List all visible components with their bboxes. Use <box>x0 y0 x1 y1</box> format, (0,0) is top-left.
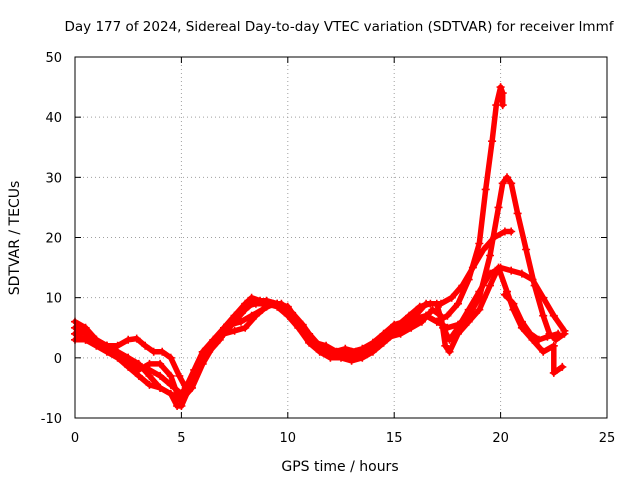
x-tick-label: 25 <box>599 431 616 446</box>
y-tick-label: 10 <box>45 292 62 307</box>
x-tick-label: 5 <box>177 431 185 446</box>
y-tick-label: 50 <box>45 51 62 66</box>
x-axis-title: GPS time / hours <box>281 459 398 475</box>
axis-ticks <box>74 56 608 419</box>
grid-lines <box>75 57 607 418</box>
x-tick-label: 15 <box>386 431 403 446</box>
y-tick-label: 40 <box>45 111 62 126</box>
y-axis-title: SDTVAR / TECUs <box>7 181 23 296</box>
x-tick-label: 0 <box>71 431 79 446</box>
y-tick-label: -10 <box>41 412 62 427</box>
x-tick-label: 20 <box>492 431 509 446</box>
point-markers <box>500 290 563 344</box>
y-axis-tick-labels: -10 0 10 20 30 40 50 <box>41 51 62 427</box>
y-tick-label: 20 <box>45 232 62 247</box>
y-tick-label: 30 <box>45 171 62 186</box>
y-tick-label: 0 <box>54 352 62 367</box>
x-tick-label: 10 <box>280 431 297 446</box>
series-arc-6 <box>500 290 563 344</box>
chart-title: Day 177 of 2024, Sidereal Day-to-day VTE… <box>65 19 615 35</box>
x-axis-tick-labels: 0 5 10 15 20 25 <box>71 431 615 446</box>
